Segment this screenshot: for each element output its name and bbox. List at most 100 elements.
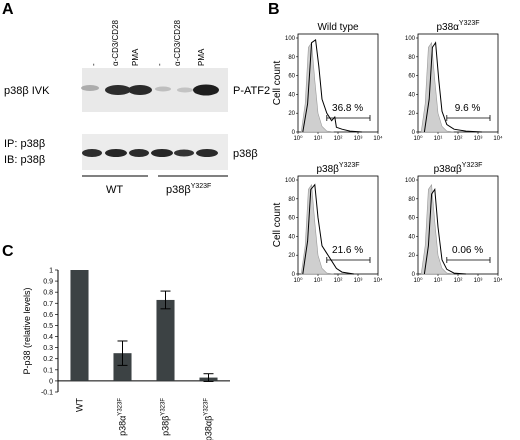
blot2-left-label-1: IP: p38β	[4, 138, 45, 150]
stained-histogram	[423, 41, 483, 133]
lane-label-6: PMA	[197, 48, 206, 66]
y-tick-label: 20	[288, 253, 295, 259]
western-blot-ivk	[81, 68, 228, 112]
lane-labels: - α-CD3/CD28 PMA - α-CD3/CD28 PMA	[89, 19, 206, 66]
x-tick-label: 10³	[354, 278, 363, 284]
y-tick-label: 100	[405, 178, 416, 184]
x-tick-label: 10⁰	[293, 277, 303, 284]
y-tick-label: 40	[288, 234, 295, 240]
x-tick-label: 10⁴	[493, 277, 503, 284]
x-tick-label: 10⁰	[413, 135, 423, 142]
x-tick-label: 10¹	[434, 136, 443, 142]
y-tick-label: -0.1	[41, 390, 53, 397]
bar	[70, 270, 89, 381]
y-tick-label: 0.2	[43, 356, 53, 363]
x-tick-label: 10¹	[434, 278, 443, 284]
y-tick-label: 60	[408, 216, 415, 222]
blot1-right-label: P-ATF2	[233, 85, 270, 97]
y-axis-label: Cell count	[272, 203, 283, 248]
percent-label: 21.6 %	[332, 245, 363, 256]
stained-histogram	[423, 187, 467, 275]
histogram-3: p38βY323F 0 20 40 60 80 100 10⁰ 10¹ 10² 10³ 10⁴ 21.6…	[285, 162, 383, 284]
y-tick-label: 0.7	[43, 301, 53, 308]
bar-chart: -0.1 0 0.1 0.2 0.3 0.4 0.5 0.6 0.7 0.8 0.9 1 P-p38 (…	[22, 268, 230, 440]
panel-b-letter: B	[268, 1, 280, 18]
lane-label-1: -	[89, 63, 98, 66]
percent-label: 0.06 %	[452, 245, 483, 256]
y-tick-label: 1	[49, 268, 53, 275]
y-tick-label: 0	[292, 130, 296, 136]
y-tick-label: 0.8	[43, 290, 53, 297]
x-tick-label: 10¹	[314, 278, 323, 284]
category-label: WT	[75, 398, 85, 412]
y-tick-label: 60	[408, 74, 415, 80]
y-tick-label: 80	[408, 55, 415, 61]
category-label: p38βY323F	[161, 398, 171, 436]
y-tick-label: 0.3	[43, 345, 53, 352]
x-tick-label: 10²	[334, 136, 343, 142]
western-blot-p38b	[82, 134, 228, 170]
histogram-title: p38αY323F	[436, 20, 479, 33]
histogram-2: p38αY323F 0 20 40 60 80 100 10⁰ 10¹ 10² 10³ 10⁴ 9.6 …	[405, 20, 503, 142]
y-tick-label: 0.9	[43, 279, 53, 286]
y-tick-label: 0	[412, 130, 416, 136]
y-tick-label: 80	[288, 55, 295, 61]
y-tick-label: 40	[408, 234, 415, 240]
flow-cytometry-panels: Wild type 0 20 40 60 80 100 10⁰ 10¹ 10² 10³ 10⁴ 36.8…	[272, 20, 503, 284]
y-tick-label: 100	[285, 36, 296, 42]
x-tick-label: 10¹	[314, 136, 323, 142]
bar	[113, 353, 132, 381]
y-tick-label: 40	[408, 92, 415, 98]
category-label: p38αβY323F	[204, 398, 214, 440]
x-tick-label: 10⁰	[293, 135, 303, 142]
blot1-left-label: p38β IVK	[4, 85, 50, 97]
y-tick-label: 20	[408, 111, 415, 117]
y-tick-label: 80	[288, 197, 295, 203]
x-tick-label: 10⁰	[413, 277, 423, 284]
y-tick-label: 0.1	[43, 367, 53, 374]
x-tick-label: 10²	[334, 278, 343, 284]
y-tick-label: 0	[49, 378, 53, 385]
y-axis-label: Cell count	[272, 61, 283, 106]
category-label: p38αY323F	[118, 398, 128, 436]
histogram-4: p38αβY323F 0 20 40 60 80 100 10⁰ 10¹ 10² 10³ 10⁴ 0.0…	[405, 162, 503, 284]
y-tick-label: 0.5	[43, 323, 53, 330]
y-tick-label: 0.6	[43, 312, 53, 319]
lane-label-5: α-CD3/CD28	[173, 19, 182, 66]
y-tick-label: 100	[405, 36, 416, 42]
y-tick-label: 60	[288, 216, 295, 222]
blot2-left-label-2: IB: p38β	[4, 154, 45, 166]
y-tick-label: 0	[412, 272, 416, 278]
y-tick-label: 100	[285, 178, 296, 184]
histogram-1: Wild type 0 20 40 60 80 100 10⁰ 10¹ 10² 10³ 10⁴ 36.8…	[285, 22, 383, 142]
y-tick-label: 60	[288, 74, 295, 80]
control-histogram	[420, 183, 455, 275]
y-axis-label: P-p38 (relative levels)	[22, 287, 32, 374]
bar	[156, 299, 175, 381]
x-tick-label: 10⁴	[493, 135, 503, 142]
group-label-wt: WT	[106, 184, 123, 196]
y-tick-label: 40	[288, 92, 295, 98]
lane-label-3: PMA	[131, 48, 140, 66]
x-tick-label: 10³	[474, 136, 483, 142]
percent-label: 9.6 %	[455, 103, 481, 114]
y-tick-label: 20	[288, 111, 295, 117]
blot2-right-label: p38β	[233, 148, 258, 160]
percent-label: 36.8 %	[332, 103, 363, 114]
histogram-title: p38βY323F	[316, 162, 359, 175]
stained-histogram	[302, 183, 355, 275]
y-tick-label: 0.4	[43, 334, 53, 341]
x-tick-label: 10⁴	[373, 135, 383, 142]
histogram-title: Wild type	[317, 22, 359, 33]
y-tick-label: 80	[408, 197, 415, 203]
x-tick-label: 10³	[354, 136, 363, 142]
y-tick-label: 20	[408, 253, 415, 259]
lane-label-4: -	[155, 63, 164, 66]
y-tick-label: 0	[292, 272, 296, 278]
histogram-title: p38αβY323F	[434, 162, 483, 175]
x-tick-label: 10³	[474, 278, 483, 284]
lane-label-2: α-CD3/CD28	[111, 19, 120, 66]
control-histogram	[300, 41, 335, 133]
x-tick-label: 10²	[454, 278, 463, 284]
